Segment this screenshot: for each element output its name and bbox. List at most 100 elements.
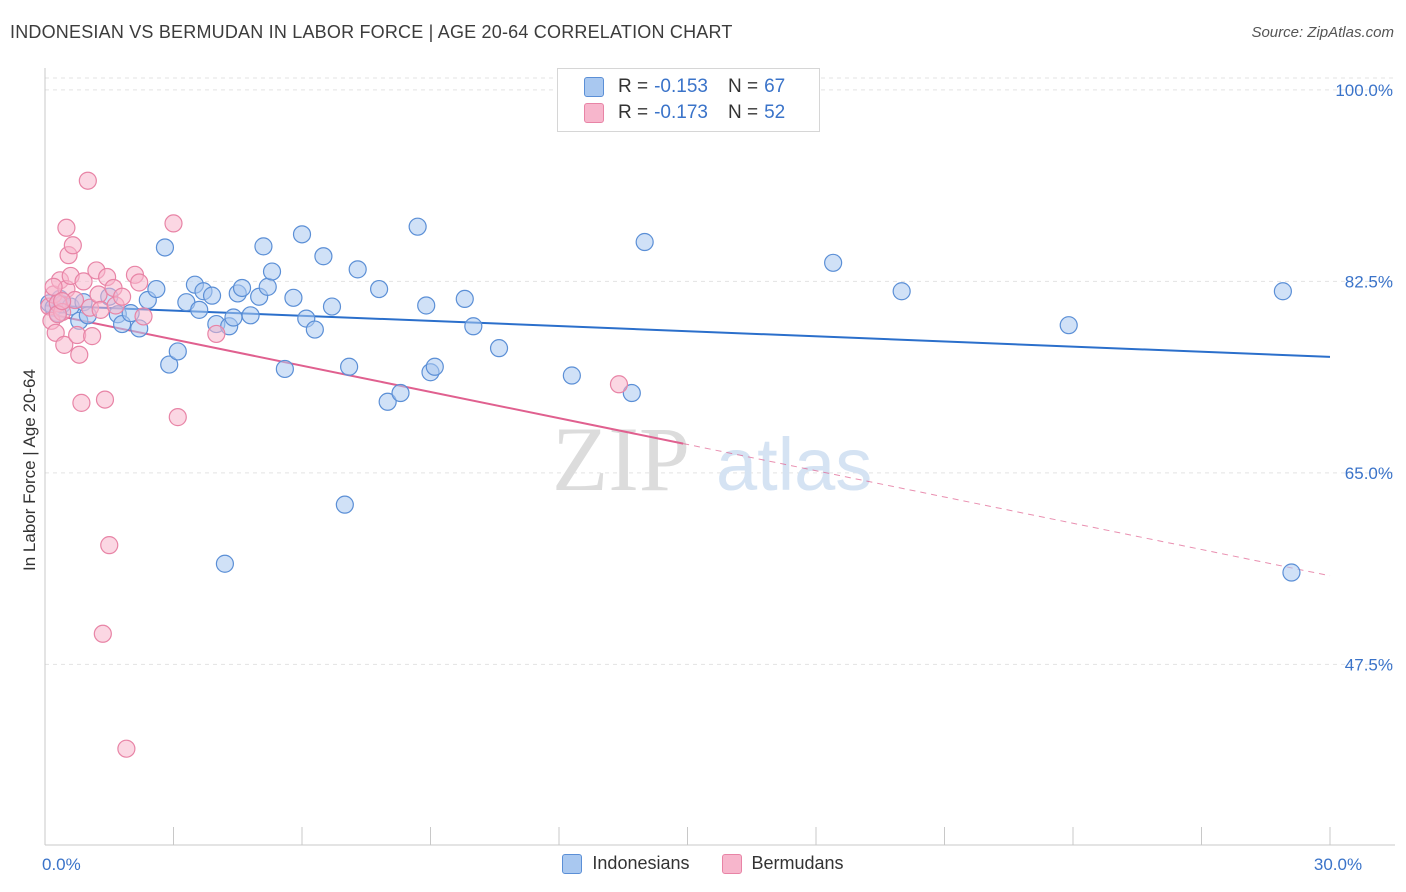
indonesians-point xyxy=(562,366,581,385)
indonesians-point xyxy=(215,554,234,573)
watermark-zip: ZIP xyxy=(552,408,690,510)
bermudans-point xyxy=(83,327,102,346)
y-tick-label: 82.5% xyxy=(1345,272,1393,291)
indonesians-point xyxy=(190,300,209,319)
indonesians-point xyxy=(155,238,175,257)
gridlines xyxy=(45,77,1395,665)
y-tick-label: 65.0% xyxy=(1345,464,1393,483)
bermudans-point xyxy=(134,307,153,326)
watermark: ZIP atlas xyxy=(552,408,872,510)
indonesians-point xyxy=(314,247,333,266)
data-points xyxy=(40,171,1301,758)
bermudans-point xyxy=(130,273,149,292)
legend-item-bermudans[interactable]: Bermudans xyxy=(721,853,844,874)
indonesians-point xyxy=(489,339,509,358)
bermudans-point xyxy=(63,236,82,255)
bermudans-point xyxy=(117,739,136,758)
tick-labels: 100.0% 82.5% 65.0% 47.5% 0.0% 30.0% xyxy=(42,81,1393,874)
indonesians-point xyxy=(370,279,389,299)
y-tick-label: 100.0% xyxy=(1335,81,1393,100)
bermudans-point xyxy=(70,345,89,364)
n-value: 67 xyxy=(764,76,786,97)
indonesians-swatch xyxy=(562,853,583,874)
indonesians-point xyxy=(824,253,843,272)
bermudans-point xyxy=(53,292,72,311)
indonesians-point xyxy=(202,286,222,305)
bermudans-point xyxy=(93,624,112,643)
bermudans-point xyxy=(112,287,132,306)
r-value: -0.173 xyxy=(654,102,708,123)
indonesians-point xyxy=(258,277,277,296)
indonesians-point xyxy=(335,495,354,514)
r-value: -0.153 xyxy=(654,76,708,97)
bermudans-point xyxy=(55,335,74,354)
bermudans-trend-line xyxy=(44,312,684,445)
indonesians-point xyxy=(892,282,911,301)
bermudans-point xyxy=(72,393,91,412)
indonesians-point xyxy=(305,320,324,339)
chart-title: INDONESIAN VS BERMUDAN IN LABOR FORCE | … xyxy=(10,22,733,42)
bermudans-point xyxy=(95,390,115,409)
indonesians-point xyxy=(635,232,654,252)
indonesians-point xyxy=(348,260,367,279)
n-label: N = xyxy=(727,76,759,97)
indonesians-point xyxy=(284,288,303,307)
bermudans-point xyxy=(207,324,226,344)
indonesians-point xyxy=(168,342,187,361)
indonesians-point xyxy=(275,359,294,379)
indonesians-point xyxy=(340,357,359,376)
indonesians-point xyxy=(455,289,474,309)
legend-row-bermudans: R = -0.173 N = 52 xyxy=(584,101,805,125)
bermudans-point xyxy=(74,272,93,291)
indonesians-point xyxy=(254,237,273,256)
indonesians-point xyxy=(1273,282,1292,301)
r-label: R = xyxy=(618,102,649,123)
bermudans-point xyxy=(609,375,629,394)
legend-label: Bermudans xyxy=(751,853,844,873)
indonesians-point xyxy=(425,357,444,376)
indonesians-point xyxy=(408,217,427,236)
bermudans-point xyxy=(91,300,110,319)
r-label: R = xyxy=(618,76,649,97)
axes xyxy=(44,68,1395,846)
x-tick-label: 30.0% xyxy=(1314,855,1362,874)
indonesians-point xyxy=(224,308,243,327)
indonesians-point xyxy=(378,392,397,411)
stats-legend: R = -0.153 N = 67 R = -0.173 N = 52 xyxy=(557,68,820,132)
indonesians-point xyxy=(622,383,641,403)
indonesians-point xyxy=(1282,563,1301,582)
bermudans-trend-extension xyxy=(683,443,1331,577)
indonesians-point xyxy=(262,262,282,281)
bermudans-point xyxy=(78,171,97,190)
bermudans-swatch xyxy=(584,103,604,123)
bermudans-point xyxy=(164,214,183,233)
bermudans-point xyxy=(68,325,87,345)
bermudans-point xyxy=(168,408,187,427)
legend-item-indonesians[interactable]: Indonesians xyxy=(562,853,690,874)
x-tick-label: 0.0% xyxy=(42,855,81,874)
bermudans-swatch xyxy=(721,853,742,874)
indonesians-point xyxy=(160,355,179,374)
indonesians-point xyxy=(147,279,166,299)
indonesians-point xyxy=(232,278,252,298)
n-label: N = xyxy=(727,102,759,123)
n-value: 52 xyxy=(764,102,786,123)
series-legend: Indonesians Bermudans xyxy=(0,853,1406,874)
indonesians-point xyxy=(241,306,260,325)
indonesians-point xyxy=(391,383,410,403)
indonesians-point xyxy=(1059,316,1078,335)
indonesians-point xyxy=(417,296,436,315)
legend-label: Indonesians xyxy=(592,853,690,873)
bermudans-point xyxy=(57,218,76,237)
bermudans-point xyxy=(100,536,119,555)
source-credit: Source: ZipAtlas.com xyxy=(1251,24,1394,41)
indonesians-point xyxy=(464,317,483,336)
indonesians-point xyxy=(322,297,342,316)
legend-row-indonesians: R = -0.153 N = 67 xyxy=(584,75,805,99)
bermudans-point xyxy=(44,277,63,296)
indonesians-point xyxy=(292,225,312,244)
y-tick-label: 47.5% xyxy=(1345,655,1393,674)
indonesians-swatch xyxy=(584,77,604,97)
watermark-atlas: atlas xyxy=(716,423,872,506)
